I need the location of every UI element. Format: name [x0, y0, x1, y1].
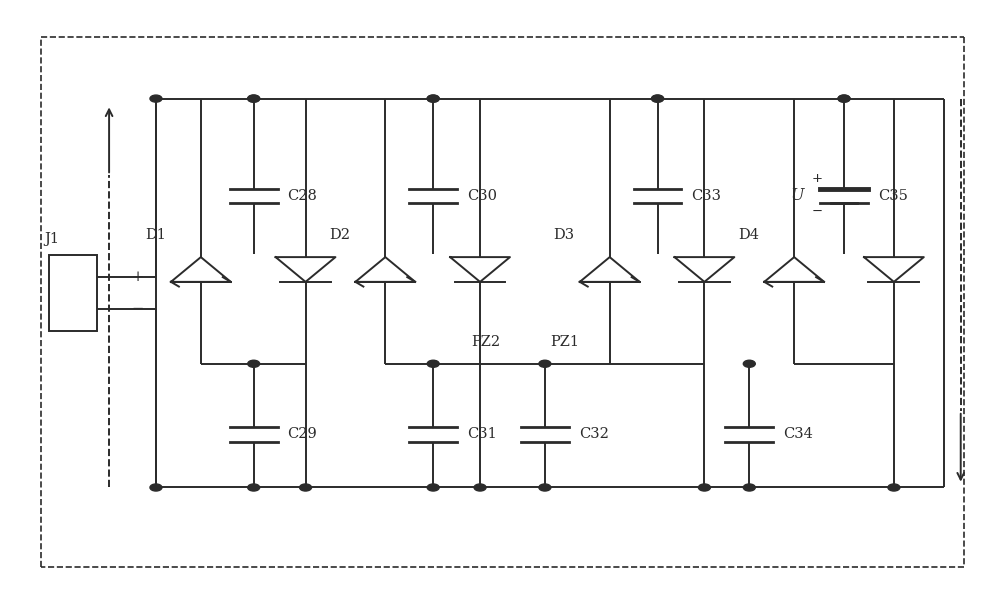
Circle shape [248, 484, 260, 491]
Circle shape [838, 95, 850, 102]
Text: PZ1: PZ1 [550, 335, 579, 349]
Circle shape [150, 484, 162, 491]
Circle shape [743, 360, 755, 367]
Circle shape [652, 95, 664, 102]
Circle shape [427, 484, 439, 491]
Text: −: − [132, 302, 144, 316]
Circle shape [248, 95, 260, 102]
Text: D3: D3 [554, 229, 575, 242]
Circle shape [652, 95, 664, 102]
Text: D4: D4 [738, 229, 759, 242]
Text: C30: C30 [467, 189, 497, 203]
FancyBboxPatch shape [49, 255, 97, 332]
Text: −: − [811, 205, 822, 218]
Circle shape [427, 95, 439, 102]
Text: PZ2: PZ2 [471, 335, 500, 349]
Circle shape [150, 95, 162, 102]
Text: J1: J1 [44, 232, 59, 246]
Text: U: U [791, 187, 804, 204]
Text: 1: 1 [53, 271, 62, 284]
Circle shape [427, 95, 439, 102]
Text: 2: 2 [53, 303, 62, 316]
Text: +: + [811, 172, 822, 185]
Text: C32: C32 [579, 427, 609, 442]
Text: C34: C34 [783, 427, 813, 442]
Text: D1: D1 [145, 229, 166, 242]
Circle shape [300, 484, 312, 491]
Text: C35: C35 [878, 189, 908, 203]
Circle shape [539, 484, 551, 491]
Text: C31: C31 [467, 427, 497, 442]
Circle shape [248, 360, 260, 367]
Circle shape [698, 484, 710, 491]
Circle shape [888, 484, 900, 491]
Text: C33: C33 [691, 189, 721, 203]
Circle shape [838, 95, 850, 102]
Circle shape [248, 95, 260, 102]
Circle shape [539, 360, 551, 367]
Circle shape [427, 360, 439, 367]
Text: C28: C28 [288, 189, 317, 203]
Circle shape [743, 484, 755, 491]
Text: +: + [132, 270, 144, 284]
Circle shape [474, 484, 486, 491]
Text: C29: C29 [288, 427, 317, 442]
Text: D2: D2 [329, 229, 350, 242]
